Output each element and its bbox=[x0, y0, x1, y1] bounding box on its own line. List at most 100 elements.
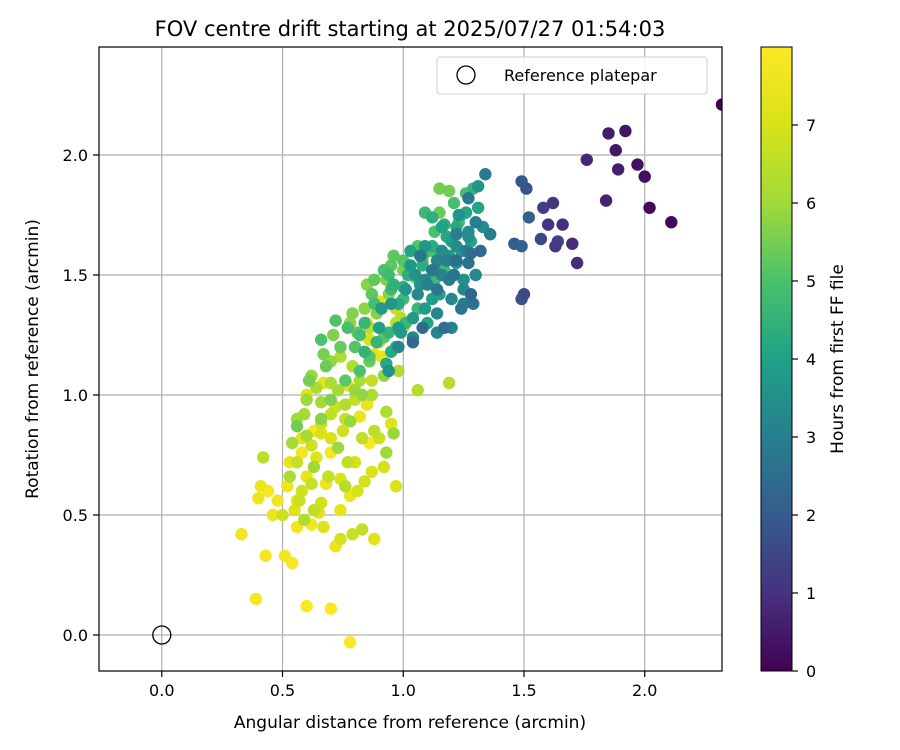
x-tick-label: 1.5 bbox=[511, 681, 536, 700]
data-point bbox=[356, 432, 369, 445]
data-point bbox=[462, 192, 475, 205]
data-point bbox=[302, 374, 316, 387]
y-tick-label: 0.0 bbox=[63, 626, 88, 645]
data-point bbox=[455, 302, 468, 315]
data-point bbox=[471, 201, 485, 214]
data-point bbox=[450, 228, 463, 241]
data-point bbox=[358, 345, 371, 358]
data-point bbox=[353, 364, 366, 378]
y-tick-label: 1.0 bbox=[63, 386, 88, 405]
data-point bbox=[285, 436, 299, 450]
data-point bbox=[426, 211, 439, 224]
data-point bbox=[317, 520, 330, 534]
colorbar-tick-label: 0 bbox=[806, 662, 816, 681]
data-point bbox=[404, 244, 417, 258]
data-point bbox=[290, 456, 304, 469]
reference-marker-layer bbox=[152, 625, 172, 645]
data-point bbox=[631, 158, 644, 171]
data-point bbox=[334, 532, 347, 546]
data-point bbox=[469, 268, 482, 282]
data-point bbox=[406, 312, 420, 325]
data-point bbox=[343, 636, 357, 649]
data-point bbox=[392, 340, 405, 354]
data-point bbox=[257, 451, 270, 464]
data-point bbox=[611, 163, 625, 176]
data-point bbox=[447, 196, 461, 210]
data-point bbox=[314, 333, 328, 346]
data-point bbox=[314, 427, 328, 440]
data-point bbox=[479, 168, 492, 181]
x-axis-label: Angular distance from reference (arcmin) bbox=[234, 713, 586, 733]
data-point bbox=[570, 256, 584, 270]
data-point bbox=[450, 240, 463, 253]
data-point bbox=[266, 508, 280, 522]
colorbar-tick-label: 1 bbox=[806, 584, 816, 603]
data-point bbox=[336, 424, 350, 438]
data-point bbox=[541, 218, 555, 231]
data-point bbox=[351, 484, 364, 498]
data-point bbox=[295, 484, 309, 498]
x-tick-label: 2.0 bbox=[632, 681, 657, 700]
data-point bbox=[435, 220, 449, 234]
data-point bbox=[433, 182, 446, 195]
data-point bbox=[341, 321, 354, 334]
data-point bbox=[278, 549, 292, 562]
data-point bbox=[643, 201, 656, 214]
data-point bbox=[346, 307, 359, 320]
data-point bbox=[365, 465, 379, 478]
data-point bbox=[365, 288, 379, 301]
data-point bbox=[252, 492, 265, 505]
data-point bbox=[356, 523, 369, 536]
data-point bbox=[416, 321, 429, 334]
plot-frame bbox=[98, 46, 723, 672]
data-point bbox=[319, 360, 333, 373]
data-point bbox=[580, 153, 593, 166]
x-tick-label: 1.0 bbox=[391, 681, 416, 700]
data-point bbox=[462, 230, 475, 243]
data-point bbox=[380, 446, 393, 459]
data-point bbox=[483, 228, 497, 241]
data-point bbox=[298, 513, 311, 526]
data-point bbox=[356, 388, 369, 402]
data-point bbox=[566, 237, 579, 250]
data-point bbox=[399, 283, 412, 296]
data-point bbox=[334, 340, 347, 354]
data-point bbox=[392, 364, 405, 378]
data-point bbox=[249, 592, 263, 606]
data-point bbox=[283, 470, 296, 483]
data-point bbox=[464, 288, 478, 301]
y-tick-label: 2.0 bbox=[63, 146, 88, 165]
data-point bbox=[537, 201, 550, 214]
y-axis-ticks: 0.0 0.5 1.0 1.5 2.0 bbox=[63, 146, 99, 645]
data-point bbox=[346, 528, 359, 541]
data-point bbox=[411, 288, 424, 301]
data-point bbox=[353, 410, 366, 423]
y-tick-label: 0.5 bbox=[63, 506, 88, 525]
data-point bbox=[406, 336, 420, 349]
data-point bbox=[324, 393, 338, 406]
data-point bbox=[430, 254, 444, 267]
data-point bbox=[411, 384, 424, 397]
data-point bbox=[276, 508, 289, 522]
data-point bbox=[384, 297, 398, 310]
colorbar-gradient bbox=[760, 46, 793, 672]
data-point bbox=[305, 477, 318, 490]
data-point bbox=[435, 244, 449, 258]
data-point bbox=[421, 278, 434, 291]
data-point bbox=[457, 273, 470, 286]
data-point bbox=[368, 424, 381, 438]
data-point bbox=[416, 259, 429, 272]
data-point bbox=[418, 240, 432, 253]
data-point bbox=[382, 326, 395, 339]
data-point bbox=[599, 194, 613, 207]
data-point bbox=[271, 494, 284, 507]
data-point bbox=[343, 415, 357, 428]
data-point bbox=[293, 494, 306, 507]
data-point bbox=[442, 184, 456, 198]
data-point bbox=[322, 470, 335, 483]
data-point bbox=[464, 247, 478, 260]
y-axis-label: Rotation from reference (arcmin) bbox=[23, 219, 43, 499]
x-axis-ticks: 0.0 0.5 1.0 1.5 2.0 bbox=[149, 671, 657, 700]
data-point bbox=[404, 259, 417, 272]
data-point bbox=[368, 273, 381, 286]
